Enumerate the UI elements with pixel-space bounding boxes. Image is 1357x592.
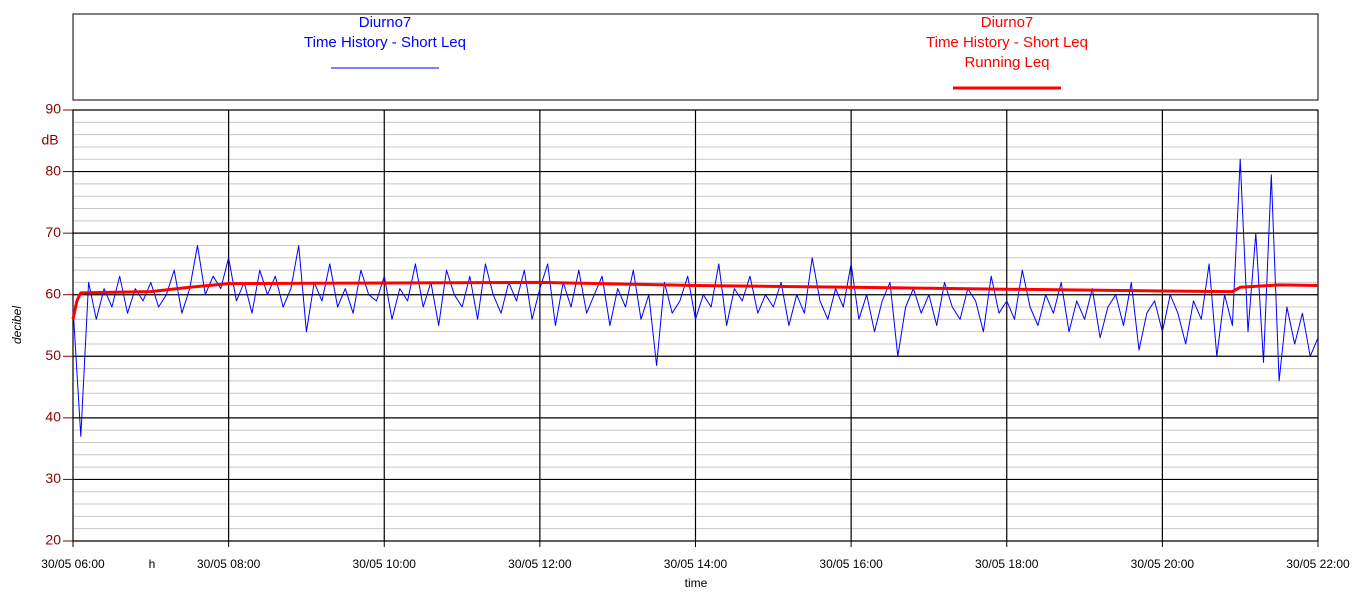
x-tick-label: 30/05 16:00: [819, 557, 883, 571]
x-tick-label: 30/05 20:00: [1131, 557, 1195, 571]
legend-label: Running Leq: [964, 54, 1049, 71]
plot-frame: [72, 109, 1319, 542]
x-axis-label: time: [685, 576, 708, 590]
y-unit: dB: [41, 132, 58, 148]
series-line: [72, 158, 1319, 437]
y-tick-label: 20: [45, 532, 61, 548]
y-tick-label: 40: [45, 409, 61, 425]
legend-label: Diurno7: [359, 14, 412, 31]
y-axis-label: decibel: [10, 306, 24, 344]
x-tick-label: 30/05 18:00: [975, 557, 1039, 571]
x-tick-label: 30/05 12:00: [508, 557, 572, 571]
x-tick-label: 30/05 10:00: [353, 557, 417, 571]
x-tick-label: 30/05 14:00: [664, 557, 728, 571]
y-tick-label: 90: [45, 101, 61, 117]
x-tick-label: 30/05 22:00: [1286, 557, 1350, 571]
y-tick-label: 80: [45, 162, 61, 178]
legend-box: [72, 13, 1319, 101]
y-tick-label: 60: [45, 285, 61, 301]
x-unit: h: [149, 557, 156, 571]
x-tick-label: 30/05 06:00: [41, 557, 105, 571]
series-line: [71, 280, 1319, 320]
y-tick-label: 70: [45, 224, 61, 240]
legend-label: Diurno7: [981, 14, 1034, 31]
x-tick-label: 30/05 08:00: [197, 557, 261, 571]
y-tick-label: 50: [45, 347, 61, 363]
y-tick-label: 30: [45, 470, 61, 486]
legend-label: Time History - Short Leq: [926, 34, 1088, 51]
legend-label: Time History - Short Leq: [304, 34, 466, 51]
